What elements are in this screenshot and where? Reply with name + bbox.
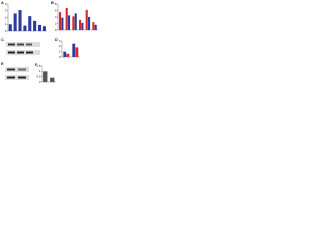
bar — [50, 77, 55, 82]
y-tick-label: 0 — [39, 80, 41, 84]
bar — [23, 25, 27, 31]
y-tick-label: 1.5 — [36, 64, 41, 68]
y-tick-label: 0.5 — [36, 74, 41, 78]
bar — [88, 17, 91, 30]
y-tick-label: 8 — [55, 2, 57, 6]
y-tick-label: 0 — [5, 29, 7, 33]
blot-strip — [5, 67, 29, 72]
bar — [66, 53, 70, 57]
bar — [28, 16, 32, 31]
bar — [75, 47, 79, 57]
y-tick-label: 2 — [59, 44, 61, 48]
bar — [72, 16, 75, 30]
panel-label: E — [1, 61, 4, 66]
bar — [8, 24, 12, 31]
band — [7, 76, 15, 79]
y-tick-label: 4 — [5, 2, 7, 6]
y-tick-label: 1 — [39, 69, 41, 73]
band — [26, 43, 32, 46]
bar — [81, 22, 84, 30]
bar — [37, 24, 42, 31]
band — [7, 68, 15, 71]
band — [17, 43, 24, 46]
panel-label: C — [1, 37, 4, 42]
y-tick-label: 2 — [5, 15, 7, 19]
bar — [92, 22, 95, 30]
bar — [13, 13, 17, 31]
bar — [74, 13, 77, 31]
panel-label: D — [55, 37, 58, 42]
panel-label: A — [1, 0, 4, 5]
band — [18, 68, 26, 71]
panel-label: B — [51, 0, 54, 5]
y-tick-label: 0 — [55, 28, 57, 32]
bar — [85, 9, 88, 31]
band — [8, 43, 15, 46]
blot-strip — [5, 75, 29, 80]
bar — [94, 24, 97, 30]
blot-e — [5, 67, 29, 80]
bar — [33, 20, 37, 31]
band — [17, 51, 24, 54]
y-tick-label: 1 — [5, 22, 7, 26]
band — [8, 51, 15, 54]
bar — [43, 71, 48, 82]
bar — [61, 17, 64, 30]
blot-c — [6, 42, 40, 55]
y-tick-label: 4 — [55, 15, 57, 19]
bar — [68, 15, 71, 30]
bar — [59, 12, 62, 30]
bar — [65, 7, 68, 31]
bar — [18, 10, 22, 31]
y-tick-label: 2 — [55, 21, 57, 25]
band — [18, 76, 26, 79]
y-tick-label: 3 — [59, 39, 61, 43]
bar — [79, 19, 82, 30]
panel-label: F — [35, 62, 38, 67]
bar — [72, 43, 76, 57]
y-tick-label: 3 — [5, 9, 7, 13]
y-tick-label: 6 — [55, 8, 57, 12]
bar — [63, 51, 67, 57]
band — [26, 51, 33, 54]
y-tick-label: 0 — [59, 55, 61, 59]
bar — [42, 26, 46, 31]
y-tick-label: 1 — [59, 49, 61, 53]
